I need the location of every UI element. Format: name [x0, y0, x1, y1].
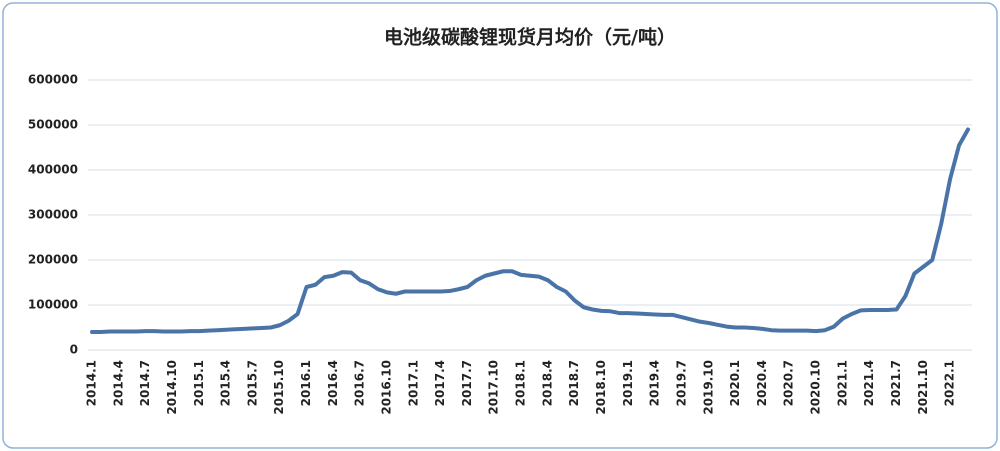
x-tick-label: 2015.10	[272, 360, 286, 415]
x-tick-label: 2021.1	[835, 360, 849, 406]
x-tick-label: 2017.7	[460, 360, 474, 406]
x-tick-label: 2018.7	[567, 360, 581, 406]
x-tick-label: 2017.10	[487, 360, 501, 415]
x-tick-label: 2016.1	[299, 360, 313, 406]
x-tick-label: 2021.4	[862, 360, 876, 406]
y-tick-label: 300000	[28, 208, 78, 222]
x-tick-label: 2019.7	[674, 360, 688, 406]
x-tick-label: 2017.4	[433, 360, 447, 406]
chart-title: 电池级碳酸锂现货月均价（元/吨）	[384, 26, 676, 49]
x-tick-label: 2016.4	[326, 360, 340, 406]
x-tick-label: 2019.4	[648, 360, 662, 406]
x-tick-label: 2022.1	[943, 360, 957, 406]
x-tick-label: 2021.7	[889, 360, 903, 406]
x-tick-label: 2014.7	[138, 360, 152, 406]
x-tick-label: 2018.4	[540, 360, 554, 406]
y-tick-label: 500000	[28, 118, 78, 132]
x-tick-label: 2018.1	[514, 360, 528, 406]
x-tick-label: 2020.7	[782, 360, 796, 406]
x-tick-label: 2015.4	[219, 360, 233, 406]
x-tick-label: 2014.10	[165, 360, 179, 415]
x-tick-label: 2021.10	[916, 360, 930, 415]
y-tick-label: 200000	[28, 253, 78, 267]
x-tick-label: 2020.1	[728, 360, 742, 406]
x-tick-label: 2020.4	[755, 360, 769, 406]
y-tick-label: 400000	[28, 163, 78, 177]
x-tick-label: 2014.4	[111, 360, 125, 406]
x-tick-label: 2016.7	[353, 360, 367, 406]
x-tick-label: 2016.10	[379, 360, 393, 415]
y-tick-label: 600000	[28, 73, 78, 87]
x-tick-label: 2019.10	[701, 360, 715, 415]
y-tick-label: 100000	[28, 298, 78, 312]
x-tick-label: 2014.1	[85, 360, 99, 406]
y-tick-label: 0	[70, 343, 78, 357]
x-tick-label: 2020.10	[809, 360, 823, 415]
x-tick-label: 2015.7	[245, 360, 259, 406]
x-tick-label: 2019.1	[621, 360, 635, 406]
series-line	[90, 127, 970, 334]
x-tick-label: 2018.10	[594, 360, 608, 415]
x-tick-label: 2017.1	[406, 360, 420, 406]
x-tick-label: 2015.1	[192, 360, 206, 406]
